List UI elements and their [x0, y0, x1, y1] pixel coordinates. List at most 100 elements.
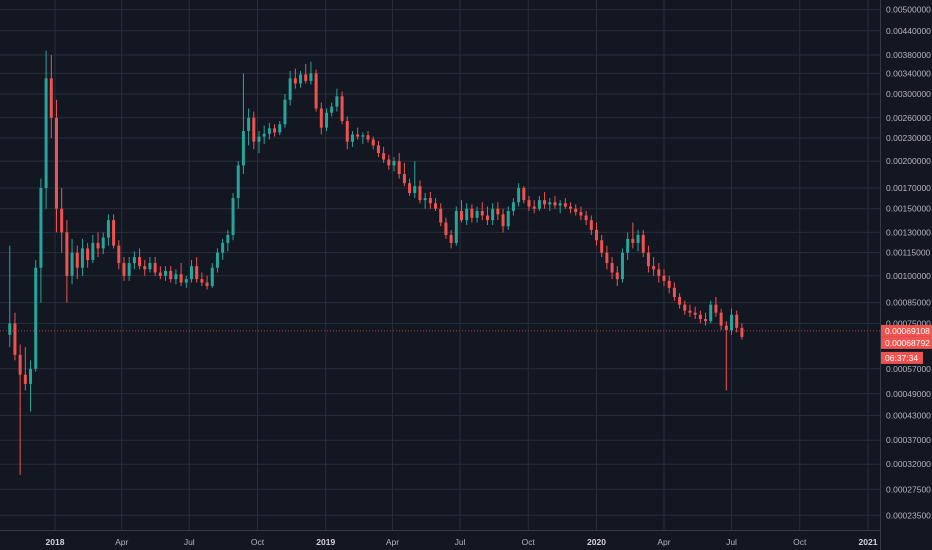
candle [428, 191, 432, 209]
candle-body [200, 279, 204, 283]
candle-body [376, 145, 380, 154]
candle [231, 192, 235, 241]
candle-body [96, 242, 100, 249]
candle [548, 198, 552, 211]
price-axis[interactable]: 0.00500000 0.00440000 0.00380000 0.00340000… [886, 5, 931, 521]
candle [434, 198, 438, 211]
price-tick-label: 0.00260000 [886, 113, 931, 123]
candle [86, 242, 90, 268]
price-tick-label: 0.00150000 [886, 204, 931, 214]
candle [595, 222, 599, 246]
candle-body [626, 238, 630, 253]
candle-body [527, 200, 531, 207]
candle-body [589, 220, 593, 230]
candle [683, 300, 687, 315]
candle [589, 215, 593, 235]
candle [283, 94, 287, 128]
candle [164, 266, 168, 281]
price-tick-label: 0.00115000 [886, 248, 931, 258]
candle-body [8, 323, 12, 335]
candle [215, 248, 219, 273]
candle-body [314, 73, 318, 109]
candle-body [221, 242, 225, 253]
candle-body [75, 252, 79, 268]
time-tick-label: 2019 [316, 537, 335, 547]
time-tick-label: 2021 [859, 537, 878, 547]
candle-body [117, 245, 121, 264]
candle-body [39, 188, 43, 268]
candle-body [563, 203, 567, 207]
candle-body [465, 208, 469, 221]
candle-body [657, 269, 661, 276]
candle [667, 275, 671, 294]
price-tick-label: 0.00023500 [886, 510, 931, 520]
candle [460, 200, 463, 223]
time-tick-label: Oct [251, 537, 265, 547]
candle [631, 222, 635, 249]
candle-body [226, 234, 230, 243]
candle [615, 266, 619, 287]
candle-body [210, 267, 214, 287]
time-tick-label: Jul [726, 537, 737, 547]
candle-body [517, 188, 521, 203]
candle-body [423, 198, 427, 201]
candle [44, 50, 48, 209]
last-price-badge: 0.00069108 [881, 324, 932, 337]
candle [226, 229, 230, 252]
candle-body [257, 136, 261, 142]
candle-body [60, 208, 64, 233]
candle [23, 347, 27, 391]
price-tick-label: 0.00200000 [886, 156, 931, 166]
candle [465, 203, 469, 225]
candlestick-series [0, 50, 880, 475]
time-axis[interactable]: 2018 Apr Jul Oct 2019 Apr Jul Oct 2020 Apr Jul Oct 2… [46, 537, 878, 547]
candle [91, 234, 95, 264]
candle [657, 263, 661, 283]
candle-body [304, 74, 308, 81]
candle-body [402, 174, 406, 184]
candle [392, 157, 396, 172]
candle-body [667, 280, 671, 288]
candle [605, 245, 609, 270]
candle-body [164, 270, 168, 276]
price-tick-label: 0.00027500 [886, 484, 931, 494]
candle-body [636, 234, 640, 243]
candle [418, 180, 422, 204]
candle [299, 71, 303, 88]
candle-body [138, 257, 142, 267]
candle [480, 202, 484, 221]
candle-body [23, 374, 27, 384]
candle-body [730, 314, 734, 331]
price-tick-label: 0.00130000 [886, 227, 931, 237]
candle [345, 116, 349, 150]
candle-body [169, 270, 173, 280]
price-tick-label: 0.00300000 [886, 89, 931, 99]
candle-body [122, 263, 126, 276]
price-tick-label: 0.00440000 [886, 26, 931, 36]
candle-body [252, 117, 256, 142]
candle [247, 108, 251, 146]
candle [252, 111, 256, 150]
candle-body [86, 248, 90, 261]
price-tick-label: 0.00230000 [886, 133, 931, 143]
candle-body [215, 252, 219, 268]
candle [574, 204, 578, 216]
candle [553, 196, 557, 209]
candle [174, 269, 178, 285]
candle-body [132, 257, 136, 264]
candle-body [460, 210, 463, 221]
candle [335, 88, 339, 112]
candle [454, 206, 458, 246]
time-tick-label: Apr [657, 537, 670, 547]
candle [8, 245, 12, 348]
price-tick-label: 0.00340000 [886, 68, 931, 78]
candle [293, 68, 297, 89]
candle-body [127, 263, 131, 276]
candle [724, 321, 728, 391]
candle-body [652, 266, 656, 270]
candle [179, 263, 183, 287]
candle-body [704, 319, 708, 322]
candle [127, 257, 131, 281]
